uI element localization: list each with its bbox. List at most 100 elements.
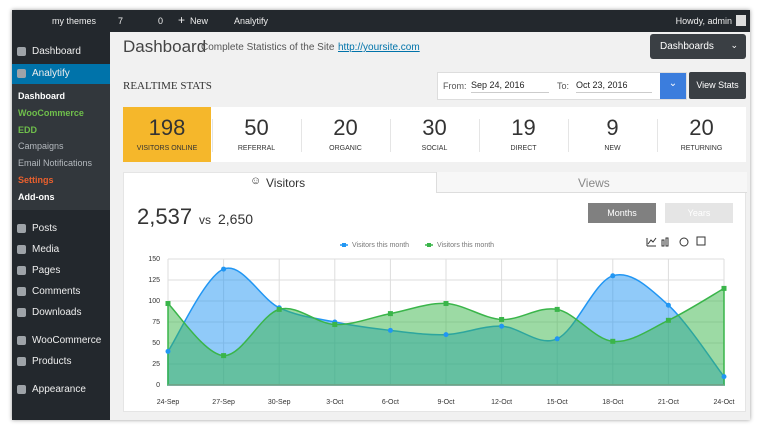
bar-icon-glyph (665, 237, 669, 247)
menu-item[interactable]: Media (32, 244, 60, 255)
point (387, 311, 393, 317)
menu-icon (17, 245, 26, 254)
menu-item[interactable]: Analytify (32, 68, 70, 79)
menu-icon (17, 47, 26, 56)
menu-icon (17, 336, 26, 345)
point (443, 301, 449, 307)
x-tick-label: 21-Oct (658, 399, 679, 406)
point (721, 285, 727, 291)
menu-icon (17, 308, 26, 317)
y-tick-label: 50 (152, 340, 160, 347)
stat-value: 19 (511, 115, 536, 140)
point (332, 322, 338, 328)
legend-label: Visitors this month (352, 242, 409, 249)
stat-cell (479, 119, 568, 152)
menu-item[interactable]: WooCommerce (18, 107, 84, 118)
view-stats[interactable]: View Stats (689, 72, 746, 99)
updates[interactable]: 7 (118, 16, 124, 26)
total-previous: 2,650 (218, 211, 254, 227)
menu-icon (17, 357, 26, 366)
point (610, 338, 616, 344)
stat-cell (657, 119, 746, 152)
from-date[interactable]: Sep 24, 2016 (471, 80, 549, 93)
menu-icon (17, 287, 26, 296)
menu-icon (17, 266, 26, 275)
menu-item[interactable]: Dashboard (32, 46, 81, 57)
point (165, 348, 171, 354)
to-date[interactable]: Oct 23, 2016 (576, 80, 652, 93)
stat-label: ORGANIC (329, 145, 362, 152)
menu-item[interactable]: Appearance (32, 384, 86, 395)
avatar (736, 15, 746, 26)
point (276, 306, 282, 312)
y-tick-label: 100 (148, 298, 160, 305)
menu-item[interactable]: Dashboard (18, 91, 66, 101)
point (165, 301, 171, 307)
new[interactable]: New (190, 16, 209, 26)
years-button[interactable]: Years (665, 203, 733, 223)
site-link[interactable]: http://yoursite.com (338, 42, 420, 53)
stats-bar: 198 VISITORS ONLINE 50 REFERRAL 20 ORGANIC 30 S… (123, 107, 746, 162)
user-icon: ☺ (250, 175, 262, 187)
subtitle: Complete Statistics of the Site (201, 42, 335, 53)
point (665, 302, 671, 308)
menu-item[interactable]: Email Notifications (18, 158, 93, 169)
menu-item[interactable]: Comments (32, 286, 81, 297)
site-name[interactable]: my themes (52, 16, 97, 26)
sidebar (12, 32, 110, 420)
dropdown[interactable]: ⌄ (660, 73, 686, 99)
months-button[interactable]: Months (588, 203, 656, 223)
submenu (12, 84, 110, 210)
menu-item[interactable]: Posts (32, 223, 58, 234)
stat-value: 50 (244, 115, 269, 140)
menu-item[interactable]: Pages (32, 265, 61, 276)
total-current: 2,537 (137, 204, 193, 229)
x-tick-label: 15-Oct (547, 399, 568, 406)
point (499, 323, 505, 329)
menu-item[interactable]: WooCommerce (32, 335, 102, 346)
save-icon[interactable] (696, 236, 706, 246)
stat-value: 20 (689, 115, 714, 140)
legend-swatch (427, 243, 431, 247)
menu-item[interactable]: Add-ons (18, 191, 55, 202)
menu-item[interactable]: Products (32, 356, 72, 367)
stat-label: VISITORS ONLINE (136, 145, 198, 152)
x-tick-label: 9-Oct (437, 399, 454, 406)
x-tick-label: 24-Oct (713, 399, 734, 406)
stat-cell (568, 119, 657, 152)
stat-cell (123, 107, 211, 162)
stat-value: 198 (148, 115, 186, 140)
x-tick-label: 6-Oct (382, 399, 399, 406)
x-tick-label: 18-Oct (602, 399, 623, 406)
stat-label: RETURNING (680, 145, 723, 152)
visitors-tab[interactable]: Visitors (266, 176, 306, 190)
x-tick-label: 24-Sep (157, 399, 180, 406)
comments[interactable]: 0 (158, 16, 164, 26)
stat-label: REFERRAL (237, 145, 276, 152)
point (443, 332, 449, 338)
menu-item[interactable]: Downloads (32, 307, 82, 318)
refresh-icon[interactable] (679, 237, 689, 247)
admin-bar: my themes 7 0 + New Analytify Howdy, adm… (12, 10, 750, 32)
bar-icon[interactable] (661, 239, 665, 247)
stat-label: DIRECT (510, 145, 537, 152)
dashboards-button[interactable]: Dashboards ⌄ (650, 34, 746, 59)
y-tick-label: 0 (156, 382, 160, 389)
plugin[interactable]: Analytify (234, 16, 269, 26)
greeting[interactable]: Howdy, admin (675, 16, 732, 26)
menu-item[interactable]: Settings (18, 175, 54, 185)
x-tick-label: 27-Sep (212, 399, 235, 406)
y-tick-label: 150 (148, 256, 160, 263)
plus-icon: + (178, 13, 186, 27)
views-tab[interactable] (436, 172, 747, 193)
menu-icon (17, 385, 26, 394)
line-icon-glyph (647, 237, 657, 245)
menu-item[interactable]: EDD (18, 124, 38, 135)
stat-value: 20 (333, 115, 358, 140)
menu-item[interactable]: Campaigns (18, 141, 64, 152)
y-tick-label: 125 (148, 277, 160, 284)
y-tick-label: 25 (152, 361, 160, 368)
from-label: From: (443, 81, 467, 91)
